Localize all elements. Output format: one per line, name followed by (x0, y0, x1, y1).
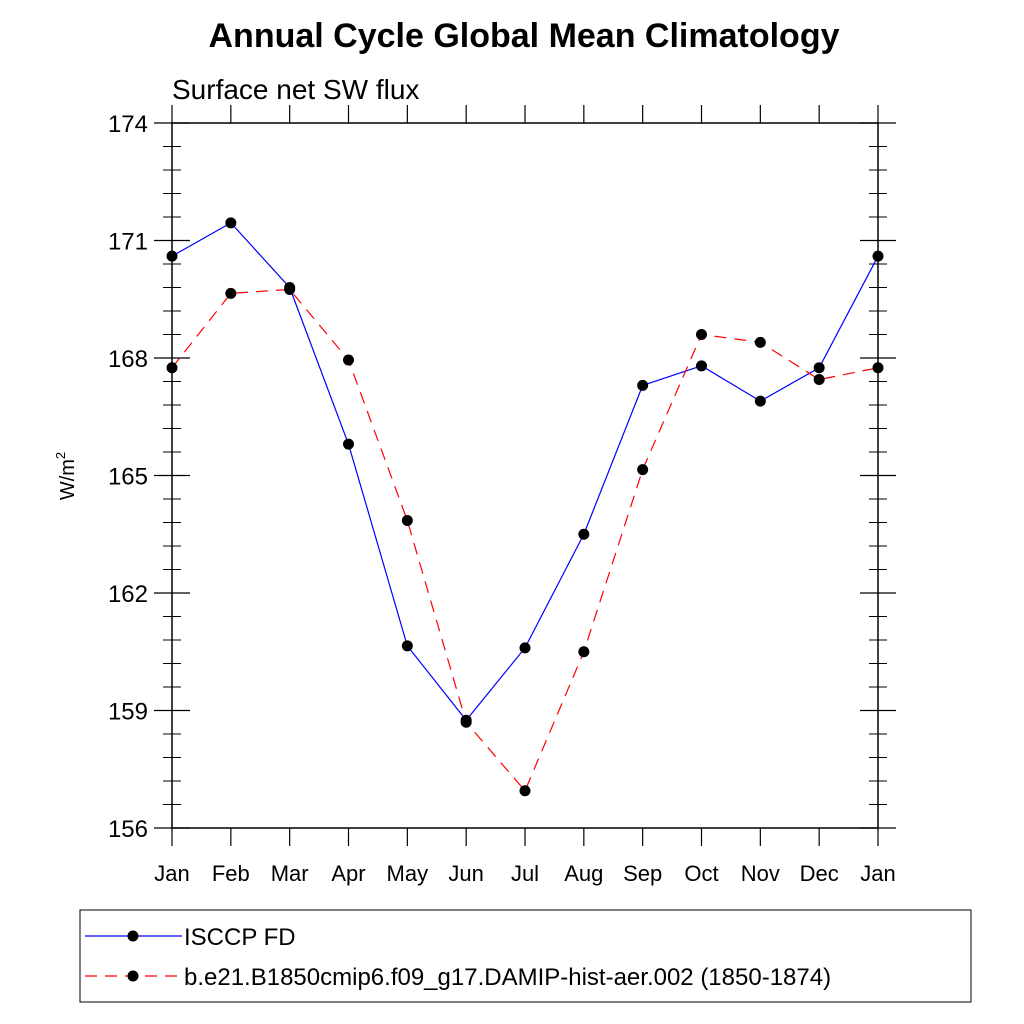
legend-marker-1 (127, 930, 139, 942)
series-1-point (813, 362, 825, 374)
series-2-point (578, 646, 590, 658)
x-tick-label: Jan (154, 861, 189, 886)
series-1-point (401, 640, 413, 652)
chart-subtitle: Surface net SW flux (172, 74, 419, 105)
y-tick-label: 174 (108, 111, 148, 138)
series-2-point (460, 716, 472, 728)
y-axis-label-superscript: 2 (53, 452, 68, 459)
y-axis-label-text: W/m (57, 459, 79, 500)
series-2-point (872, 362, 884, 374)
x-tick-label: Mar (271, 861, 309, 886)
legend-box (79, 909, 972, 1003)
series-1-point (696, 360, 707, 372)
x-tick-label: Feb (212, 861, 250, 886)
y-tick-label: 162 (108, 581, 148, 608)
series-2-point (284, 283, 296, 295)
series-1-point (166, 250, 178, 262)
legend-label-1: ISCCP FD (184, 924, 296, 951)
x-tick-label: May (387, 861, 429, 886)
series-2-point (343, 354, 354, 366)
series-points (166, 217, 884, 797)
series-1-point (343, 438, 354, 450)
chart-title: Annual Cycle Global Mean Climatology (209, 17, 840, 55)
y-tick-labels: 156 159 162 165 168 171 174 (108, 111, 148, 843)
legend: ISCCP FD b.e21.B1850cmip6.f09_g17.DAMIP-h… (85, 924, 831, 991)
series-1-point (225, 217, 237, 229)
legend-marker-2 (127, 970, 139, 982)
x-tick-label: Jul (511, 861, 539, 886)
x-tick-label: Jan (860, 861, 895, 886)
series-2-point (696, 329, 707, 340)
series-1-point (872, 250, 884, 262)
series-1-point (637, 379, 649, 391)
y-tick-label: 171 (108, 229, 148, 256)
series-1-point (519, 642, 531, 654)
x-tick-label: Dec (800, 861, 839, 886)
legend-label-2: b.e21.B1850cmip6.f09_g17.DAMIP-hist-aer.… (184, 964, 831, 991)
series-2-point (519, 785, 531, 797)
plot-frame (171, 122, 879, 829)
x-tick-label: Aug (564, 861, 603, 886)
y-tick-label: 168 (108, 346, 148, 373)
series-lines (171, 222, 879, 792)
x-tick-label: Oct (684, 861, 718, 886)
series-2-point (166, 362, 178, 374)
series-2-point (401, 515, 413, 527)
series-2-point (754, 336, 766, 348)
x-tick-label: Sep (623, 861, 662, 886)
series-1-point (754, 395, 766, 407)
x-tick-label: Jun (448, 861, 483, 886)
series-2-point (225, 287, 237, 299)
x-tick-label: Apr (331, 861, 365, 886)
series-2-point (813, 374, 825, 386)
series-line-2 (171, 288, 879, 792)
axis-ticks (154, 105, 896, 846)
series-2-point (637, 464, 649, 476)
series-1-point (578, 528, 590, 540)
x-tick-label: Nov (741, 861, 780, 886)
svg-text:W/m2: W/m2 (53, 452, 79, 500)
y-tick-label: 165 (108, 464, 148, 491)
y-axis-label: W/m2 (53, 452, 79, 500)
y-tick-label: 156 (108, 816, 148, 843)
x-tick-labels: Jan Feb Mar Apr May Jun Jul Aug Sep Oct Nov Dec Jan (154, 861, 895, 886)
y-tick-label: 159 (108, 699, 148, 726)
